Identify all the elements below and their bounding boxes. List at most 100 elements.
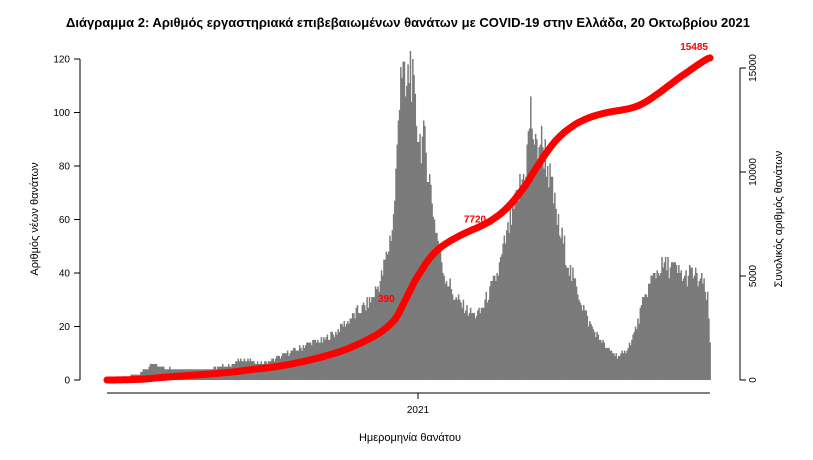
bar [441,262,443,380]
bar [709,342,711,380]
bar [444,283,447,380]
bar [692,278,695,380]
bar [699,278,702,380]
bar [148,366,151,381]
bar [697,286,699,381]
bar [654,273,656,380]
bar [578,299,580,380]
bar [414,93,417,381]
bar [338,331,341,380]
bar [451,294,454,380]
bar [637,318,639,380]
annotation-label: 390 [378,294,395,305]
bar [589,321,591,380]
bar [534,133,537,380]
bar [629,345,632,380]
bar [603,342,605,380]
bar [595,337,597,380]
bar [503,235,506,380]
bar [472,313,474,381]
bar [556,224,559,380]
bar [527,131,530,380]
bar [400,67,402,380]
bar [611,353,614,380]
bar [667,256,669,380]
bar [542,147,544,380]
bar [495,281,497,380]
bar [461,307,463,380]
bar [591,326,593,380]
bar [617,355,620,380]
bar [635,329,638,380]
bar [619,355,621,380]
bar [485,291,488,380]
bar [685,270,687,380]
bar [540,125,543,381]
bar [669,267,672,380]
bar [462,299,465,380]
bar [645,294,648,380]
bar [408,83,410,380]
bar [512,198,514,380]
bar [583,305,585,380]
bar [449,278,451,380]
y-axis-label: Αριθμός νέων θανάτων [29,162,41,276]
bar [693,275,696,380]
bar [333,337,336,380]
bar [396,144,398,380]
bar [681,281,684,380]
bar [703,278,705,380]
bar [682,278,685,380]
bar [662,267,664,380]
bar [627,347,630,380]
left-tick-label: 40 [59,269,71,280]
bar [501,254,503,380]
bar [562,243,565,380]
bar [505,230,508,380]
bar [509,208,512,380]
bar [401,77,403,380]
bar [524,184,526,380]
bar [457,294,460,380]
bar [570,281,573,380]
bar [550,176,553,380]
bar [442,273,444,380]
bar [651,275,654,380]
bar [590,323,592,380]
bar [324,339,326,381]
bar [168,366,171,381]
bar [327,339,330,381]
bar [569,264,572,380]
bar [678,264,680,380]
bar [539,144,542,380]
bar [162,366,165,381]
x-axis-label: Ημερομηνία θανάτου [359,432,461,444]
bar [686,286,689,381]
bar [607,347,609,380]
bar [676,273,679,380]
bar [147,369,149,380]
bar [454,299,456,380]
bar [672,262,674,380]
bar [601,342,603,380]
bar [410,101,413,381]
bar [365,310,367,380]
bar [438,248,441,380]
bar [409,50,412,380]
bar [497,275,500,380]
bar [489,286,491,381]
bar [675,264,678,380]
bar [156,366,159,381]
bar [528,128,531,380]
bar [520,184,522,380]
bar [487,299,490,380]
bar [433,219,436,380]
bar [605,347,608,380]
bar [616,358,619,380]
bar [426,182,429,380]
bar [413,75,415,381]
bar [700,273,703,380]
bar [648,283,650,380]
bar [383,259,385,381]
right-tick-label: 15000 [748,54,759,82]
